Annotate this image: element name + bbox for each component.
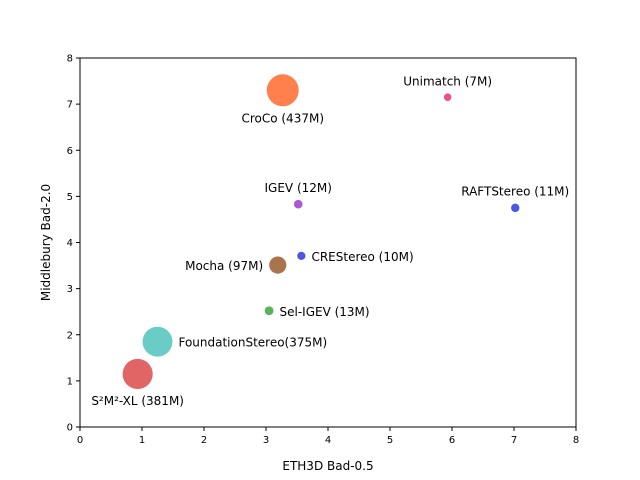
data-point xyxy=(142,326,173,357)
point-label: CREStereo (10M) xyxy=(311,250,413,264)
y-tick-label: 3 xyxy=(67,284,73,295)
x-tick-label: 1 xyxy=(139,435,145,446)
point-label: FoundationStereo(375M) xyxy=(178,336,327,350)
y-axis-ticks: 0 1 2 3 4 5 6 7 8 xyxy=(67,54,80,434)
point-label: CroCo (437M) xyxy=(241,111,324,125)
y-tick-label: 2 xyxy=(67,330,73,341)
y-tick-label: 6 xyxy=(67,146,73,157)
y-tick-label: 0 xyxy=(67,423,73,434)
point-label: Mocha (97M) xyxy=(185,259,263,273)
data-point xyxy=(264,306,274,316)
data-point xyxy=(511,203,520,213)
scatter-points xyxy=(122,74,520,390)
x-tick-label: 0 xyxy=(77,435,83,446)
x-axis-ticks: 0 1 2 3 4 5 6 7 8 xyxy=(77,427,579,446)
x-axis-label: ETH3D Bad-0.5 xyxy=(282,459,373,473)
plot-frame xyxy=(79,57,577,428)
y-tick-label: 5 xyxy=(67,192,73,203)
x-tick-label: 4 xyxy=(325,435,331,446)
y-tick-label: 7 xyxy=(67,100,73,111)
point-label: Sel-IGEV (13M) xyxy=(280,305,370,319)
x-tick-label: 6 xyxy=(449,435,455,446)
point-labels: CroCo (437M) Unimatch (7M) IGEV (12M) RAFTS… xyxy=(91,74,569,408)
point-label: IGEV (12M) xyxy=(265,181,332,195)
x-tick-label: 5 xyxy=(387,435,393,446)
data-point xyxy=(269,256,287,274)
x-tick-label: 3 xyxy=(263,435,269,446)
x-tick-label: 2 xyxy=(201,435,207,446)
point-label: RAFTStereo (11M) xyxy=(461,185,569,199)
point-label: S²M²-XL (381M) xyxy=(91,394,184,408)
y-tick-label: 1 xyxy=(67,376,73,387)
data-point xyxy=(297,251,306,260)
data-point xyxy=(122,358,153,390)
data-point xyxy=(443,93,452,101)
x-tick-label: 7 xyxy=(511,435,517,446)
y-tick-label: 4 xyxy=(67,238,73,249)
data-point xyxy=(266,74,299,107)
data-point xyxy=(293,199,303,209)
y-tick-label: 8 xyxy=(67,54,73,65)
point-label: Unimatch (7M) xyxy=(403,74,492,88)
x-tick-label: 8 xyxy=(573,435,579,446)
y-axis-label: Middlebury Bad-2.0 xyxy=(39,184,53,301)
